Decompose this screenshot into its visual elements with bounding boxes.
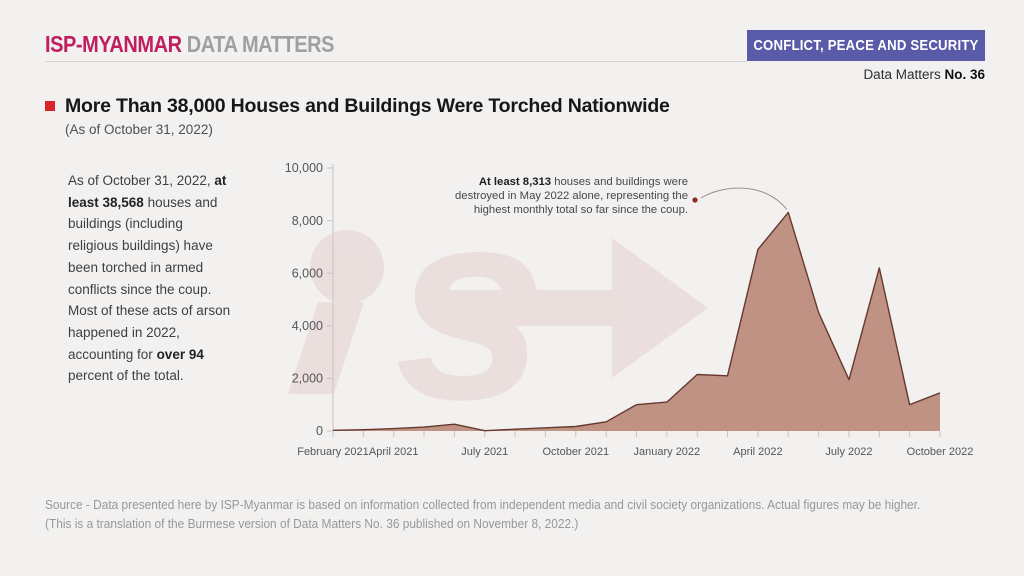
- annotation-text-1: houses and buildings were: [551, 176, 688, 188]
- source-note: Source - Data presented here by ISP-Myan…: [45, 496, 920, 534]
- summary-paragraph: As of October 31, 2022, at least 38,568 …: [68, 170, 231, 387]
- annotation-figure: At least 8,313: [478, 176, 552, 188]
- y-tick-label: 6,000: [292, 266, 323, 280]
- watermark-i-dot: [310, 230, 384, 304]
- x-tick-label: July 2021: [461, 446, 508, 458]
- area-series-line: [332, 211, 941, 432]
- issue-number: Data Matters No. 36: [863, 67, 985, 82]
- summary-figure-total: at least 38,568: [68, 173, 227, 210]
- brand-secondary: DATA MATTERS: [186, 31, 335, 57]
- watermark-i-stem: [288, 302, 364, 394]
- category-badge-label: CONFLICT, PEACE AND SECURITY: [753, 37, 979, 54]
- x-tick-label: July 2022: [825, 446, 872, 458]
- x-tick-label: April 2021: [369, 446, 419, 458]
- page-title: More Than 38,000 Houses and Buildings We…: [65, 95, 670, 117]
- page-subtitle: (As of October 31, 2022): [65, 122, 213, 137]
- category-badge: CONFLICT, PEACE AND SECURITY: [747, 30, 985, 61]
- annotation-line-3: highest monthly total so far since the c…: [473, 203, 688, 216]
- x-tick-label: January 2022: [634, 446, 701, 458]
- chart-annotation: At least 8,313 houses and buildings were…: [358, 176, 688, 217]
- summary-text-2: houses and buildings (including religiou…: [68, 194, 231, 362]
- source-line-2: (This is a translation of the Burmese ve…: [45, 517, 579, 531]
- x-tick-label: October 2022: [907, 446, 974, 458]
- y-tick-label: 8,000: [292, 214, 323, 228]
- title-bullet-icon: [45, 101, 55, 111]
- x-tick-label: February 2021: [297, 446, 369, 458]
- source-line-1: Source - Data presented here by ISP-Myan…: [45, 498, 921, 512]
- watermark-arrow-icon: [432, 238, 708, 378]
- y-tick-label: 10,000: [285, 161, 323, 175]
- x-tick-label: October 2021: [542, 446, 609, 458]
- annotation-line-2: destroyed in May 2022 alone, representin…: [455, 189, 688, 202]
- header-divider: [45, 61, 747, 62]
- y-tick-label: 0: [316, 424, 323, 438]
- annotation-connector-line: [700, 187, 788, 210]
- summary-text-1: As of October 31, 2022,: [68, 173, 215, 188]
- brand-logo: ISP-MYANMAR DATA MATTERS: [45, 31, 334, 58]
- summary-text-3: percent of the total.: [68, 368, 184, 384]
- x-tick-label: April 2022: [733, 446, 783, 458]
- summary-figure-percent: over 94: [156, 346, 204, 362]
- issue-prefix: Data Matters: [863, 67, 941, 82]
- annotation-line-1: At least 8,313 houses and buildings were: [358, 176, 688, 190]
- watermark-s: s: [394, 152, 545, 456]
- y-tick-label: 4,000: [292, 319, 323, 333]
- y-tick-label: 2,000: [292, 372, 323, 386]
- area-series-fill: [333, 212, 940, 431]
- issue-no: No. 36: [944, 67, 985, 82]
- brand-primary: ISP-MYANMAR: [45, 31, 182, 57]
- annotation-dot-icon: [692, 197, 698, 203]
